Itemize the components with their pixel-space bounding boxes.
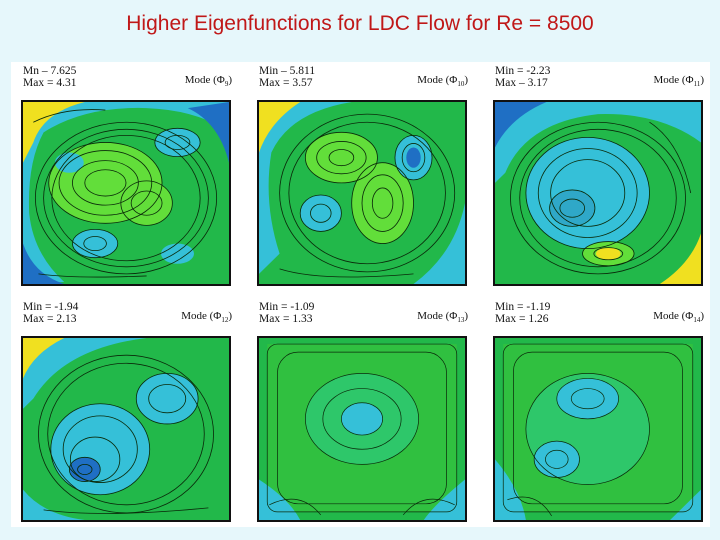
mode-prefix: Mode (Φ [184,74,225,86]
panel-header: Mn – 7.625 Max = 4.31 Mode (Φ9) [11,62,238,100]
min-value: Mn – 7.625 [23,65,77,77]
contour-plot-icon [21,100,231,286]
max-value: Max = 1.26 [495,313,549,325]
eigenfunction-figure: Mn – 7.625 Max = 4.31 Mode (Φ9) [11,62,710,527]
panel-header: Min = -1.09 Max = 1.33 Mode (Φ13) [247,298,474,336]
panel-mode-12: Min = -1.94 Max = 2.13 Mode (Φ12) [11,298,238,526]
mode-index: 12 [221,316,229,325]
mode-suffix: ) [228,310,232,322]
panel-mode-13: Min = -1.09 Max = 1.33 Mode (Φ13) [247,298,474,526]
max-value: Max = 2.13 [23,313,77,325]
mode-prefix: Mode (Φ [417,74,458,86]
mode-suffix: ) [464,74,468,86]
minmax-readout: Min = -1.94 Max = 2.13 [23,301,78,325]
mode-label: Mode (Φ10) [417,74,468,88]
contour-plot-icon [257,336,467,522]
mode-suffix: ) [700,74,704,86]
panel-header: Min – 5.811 Max = 3.57 Mode (Φ10) [247,62,474,100]
contour-plot-icon [257,100,467,286]
max-value: Max = 1.33 [259,313,313,325]
minmax-readout: Min – 5.811 Max = 3.57 [259,65,315,89]
min-value: Min – 5.811 [259,65,316,77]
minmax-readout: Min = -2.23 Max – 3.17 [495,65,550,89]
mode-index: 10 [457,80,465,89]
min-value: Min = -1.09 [259,301,315,313]
panel-mode-10: Min – 5.811 Max = 3.57 Mode (Φ10) [247,62,474,290]
mode-suffix: ) [228,74,232,86]
panel-header: Min = -1.19 Max = 1.26 Mode (Φ14) [483,298,710,336]
panel-mode-9: Mn – 7.625 Max = 4.31 Mode (Φ9) [11,62,238,290]
max-value: Max = 3.57 [259,77,313,89]
panel-header: Min = -1.94 Max = 2.13 Mode (Φ12) [11,298,238,336]
mode-suffix: ) [700,310,704,322]
mode-label: Mode (Φ12) [181,310,232,324]
minmax-readout: Min = -1.19 Max = 1.26 [495,301,550,325]
mode-label: Mode (Φ13) [417,310,468,324]
panel-mode-11: Min = -2.23 Max – 3.17 Mode (Φ11) [483,62,710,290]
mode-suffix: ) [464,310,468,322]
mode-label: Mode (Φ11) [653,74,704,88]
mode-label: Mode (Φ14) [653,310,704,324]
min-value: Min = -1.19 [495,301,551,313]
contour-plot-icon [493,100,703,286]
min-value: Min = -2.23 [495,65,551,77]
mode-prefix: Mode (Φ [181,310,222,322]
mode-index: 14 [693,316,701,325]
mode-prefix: Mode (Φ [653,310,694,322]
mode-index: 13 [457,316,465,325]
slide-title: Higher Eigenfunctions for LDC Flow for R… [126,12,594,35]
minmax-readout: Mn – 7.625 Max = 4.31 [23,65,76,89]
mode-label: Mode (Φ9) [185,74,232,88]
contour-plot-icon [21,336,231,522]
max-value: Max = 4.31 [23,77,77,89]
mode-prefix: Mode (Φ [653,74,694,86]
min-value: Min = -1.94 [23,301,79,313]
minmax-readout: Min = -1.09 Max = 1.33 [259,301,314,325]
max-value: Max – 3.17 [495,77,548,89]
mode-index: 9 [224,80,229,89]
mode-prefix: Mode (Φ [417,310,458,322]
panel-mode-14: Min = -1.19 Max = 1.26 Mode (Φ14) [483,298,710,526]
contour-plot-icon [493,336,703,522]
panel-header: Min = -2.23 Max – 3.17 Mode (Φ11) [483,62,710,100]
mode-index: 11 [693,80,701,89]
